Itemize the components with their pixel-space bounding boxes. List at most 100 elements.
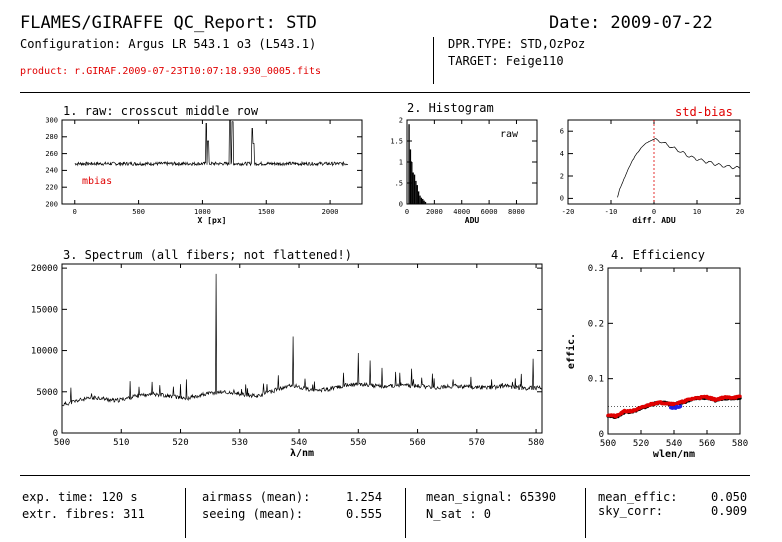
histogram-bar — [416, 185, 418, 204]
series-line — [617, 138, 741, 198]
x-axis-label: diff. ADU — [632, 215, 676, 225]
y-tick-label: 2 — [399, 116, 403, 124]
y-tick-label: .5 — [395, 179, 403, 187]
y-tick-label: 0.3 — [588, 264, 604, 274]
x-tick-label: 6000 — [481, 208, 498, 216]
x-axis-label: λ/nm — [290, 448, 314, 459]
x-tick-label: 20 — [736, 208, 744, 216]
footer-divider-1 — [185, 488, 186, 538]
x-tick-label: 540 — [666, 439, 682, 449]
histogram-plot: 0 2000 4000 6000 8000 0 .5 1 1.5 2 ADU raw — [390, 116, 538, 225]
x-tick-label: 520 — [633, 439, 649, 449]
x-tick-label: 0 — [405, 208, 409, 216]
x-tick-label: -20 — [562, 208, 575, 216]
y-tick-label: 240 — [45, 167, 58, 175]
extr-fibres-text: extr. fibres: 311 — [22, 507, 145, 521]
mean-effic-label: mean_effic: — [598, 490, 678, 504]
x-tick-label: 500 — [54, 438, 70, 448]
histogram-bar — [417, 191, 420, 204]
airmass-label: airmass (mean): — [202, 490, 311, 504]
x-tick-label: 560 — [699, 439, 715, 449]
report-date: Date: 2009-07-22 — [549, 13, 713, 33]
y-tick-label: 1.5 — [390, 137, 403, 145]
y-tick-label: 1 — [399, 158, 403, 166]
y-tick-label: 0 — [599, 430, 604, 440]
x-tick-label: 2000 — [426, 208, 443, 216]
x-axis-label: wlen/nm — [653, 449, 695, 460]
std-bias-label: std-bias — [675, 105, 733, 119]
y-tick-label: 15000 — [31, 305, 58, 315]
histogram-bar — [420, 197, 423, 204]
sky-corr-label: sky_corr: — [598, 504, 664, 518]
series-line — [74, 119, 349, 167]
seeing-value: 0.555 — [346, 507, 383, 521]
y-tick-label: 220 — [45, 184, 58, 192]
plot-frame — [61, 263, 543, 434]
histogram-bar — [419, 195, 421, 204]
y-tick-label: 0.1 — [588, 375, 604, 385]
target-text: TARGET: Feige110 — [448, 54, 564, 68]
mean-effic-value: 0.050 — [711, 490, 748, 504]
header-rule — [20, 92, 750, 93]
x-tick-label: 500 — [600, 439, 616, 449]
histogram-bar — [415, 180, 417, 204]
airmass-value: 1.254 — [346, 490, 383, 504]
x-tick-label: 1500 — [258, 208, 275, 216]
raw-crosscut-plot: 0 500 1000 1500 2000 200 220 240 260 280 300 X [px]… — [45, 116, 363, 225]
histogram-bar — [408, 124, 410, 204]
footer-rule — [20, 475, 750, 476]
x-tick-label: 570 — [469, 438, 485, 448]
product-filename: product: r.GIRAF.2009-07-23T10:07:18.930… — [20, 66, 322, 77]
x-tick-label: 4000 — [453, 208, 470, 216]
footer-divider-2 — [405, 488, 406, 538]
y-tick-label: 2 — [560, 172, 564, 180]
histogram-bar — [423, 200, 425, 204]
annotation-raw: raw — [500, 129, 519, 140]
histogram-panel-title: 2. Histogram — [407, 101, 494, 115]
configuration-text: Configuration: Argus LR 543.1 o3 (L543.1… — [20, 37, 317, 51]
annotation-mbias: mbias — [82, 176, 112, 187]
histogram-bar — [424, 201, 427, 204]
n-sat-text: N_sat : 0 — [426, 507, 492, 521]
histogram-bar — [411, 162, 413, 204]
y-tick-label: 5000 — [36, 388, 58, 398]
exp-time-text: exp. time: 120 s — [22, 490, 138, 504]
spectrum-panel-title: 3. Spectrum (all fibers; not flattened!) — [63, 248, 352, 262]
series-line — [61, 273, 542, 407]
x-tick-label: 560 — [409, 438, 425, 448]
x-tick-label: 0 — [73, 208, 77, 216]
y-tick-label: 0 — [399, 200, 403, 208]
x-tick-label: 520 — [172, 438, 188, 448]
seeing-label: seeing (mean): — [202, 507, 304, 521]
data-point — [678, 404, 683, 408]
histogram-bar — [409, 149, 412, 204]
data-point — [738, 394, 742, 398]
histogram-bar — [413, 174, 416, 204]
header-divider — [433, 37, 434, 84]
y-tick-label: 260 — [45, 150, 58, 158]
x-tick-label: 500 — [132, 208, 145, 216]
x-tick-label: 0 — [652, 208, 656, 216]
x-axis-label: ADU — [465, 216, 480, 225]
y-axis-label: effic. — [565, 333, 577, 369]
y-tick-label: 20000 — [31, 264, 58, 274]
histogram-bar — [422, 198, 424, 204]
x-tick-label: 10 — [693, 208, 701, 216]
x-tick-label: 530 — [232, 438, 248, 448]
x-axis-label: X [px] — [198, 216, 227, 225]
efficiency-panel-title: 4. Efficiency — [611, 248, 705, 262]
mean-signal-text: mean_signal: 65390 — [426, 490, 557, 504]
x-tick-label: 510 — [113, 438, 129, 448]
x-tick-label: 8000 — [508, 208, 525, 216]
histogram-bar — [412, 172, 414, 204]
y-tick-label: 0 — [53, 429, 58, 439]
x-tick-label: 550 — [350, 438, 366, 448]
y-tick-label: 280 — [45, 133, 58, 141]
y-tick-label: 10000 — [31, 347, 58, 357]
y-tick-label: 0.2 — [588, 319, 604, 329]
x-tick-label: 580 — [528, 438, 544, 448]
footer-divider-3 — [585, 488, 586, 538]
y-tick-label: 6 — [560, 128, 564, 136]
std-bias-plot: -20 -10 0 10 20 0 2 4 6 diff. ADU — [560, 119, 744, 225]
